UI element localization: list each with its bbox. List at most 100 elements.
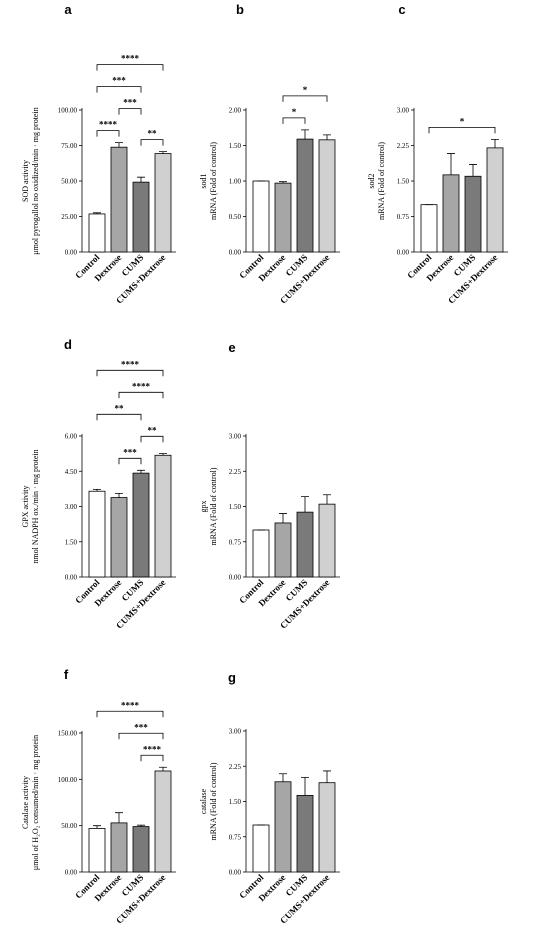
significance-bracket [118, 457, 142, 465]
bar [132, 472, 150, 578]
y-tick-label: 3.00 [65, 503, 78, 511]
y-axis-label: mRNA (Fold of control) [377, 142, 386, 220]
bar [486, 147, 504, 253]
y-tick-label: 0.00 [397, 249, 410, 257]
significance-bracket [140, 139, 164, 146]
y-tick-label: 6.00 [65, 433, 78, 441]
error-bar [159, 453, 167, 456]
significance-bracket [96, 86, 142, 93]
y-tick-label: 100.00 [58, 107, 78, 115]
bar [442, 174, 460, 253]
y-tick-label: 3.00 [229, 433, 242, 441]
significance-label: * [460, 116, 465, 126]
y-tick-label: 0.00 [65, 869, 78, 877]
bar [296, 138, 314, 253]
y-tick-label: 1.50 [229, 142, 242, 150]
significance-label: **** [143, 744, 162, 754]
significance-bracket [140, 754, 164, 762]
bar [252, 529, 270, 578]
significance-label: *** [123, 447, 137, 457]
y-tick-label: 3.00 [229, 728, 242, 736]
bar [296, 794, 314, 873]
error-bar [115, 812, 123, 823]
bar [88, 490, 106, 578]
bar [252, 824, 270, 873]
y-tick-label: 1.50 [229, 798, 242, 806]
y-axis-label: SOD activity [21, 160, 30, 202]
error-bar [279, 181, 287, 184]
error-bar [137, 176, 145, 183]
significance-label: **** [121, 54, 140, 64]
y-tick-label: 25.00 [61, 213, 77, 221]
bar [274, 781, 292, 873]
y-tick-label: 0.75 [229, 538, 242, 546]
panel-label: g [228, 670, 236, 685]
panel-label: a [64, 2, 72, 17]
y-axis-label: catalase [199, 788, 208, 814]
y-tick-label: 1.50 [229, 503, 242, 511]
panel-label: b [236, 2, 244, 17]
significance-bracket [428, 126, 496, 134]
y-tick-label: 0.75 [397, 213, 410, 221]
y-tick-label: 0.00 [229, 574, 242, 582]
y-axis-label: GPX activity [21, 486, 30, 528]
y-axis-label: mRNA (Fold of control) [209, 467, 218, 545]
error-bar [469, 164, 477, 177]
bar [318, 139, 336, 253]
significance-bracket [96, 369, 164, 377]
bar [464, 175, 482, 253]
significance-label: *** [134, 722, 148, 732]
y-axis-label: μmol of H₂O₂ consumed/min · mg protein [31, 735, 40, 870]
significance-label: ** [148, 425, 158, 435]
y-axis-label: sod2 [367, 173, 376, 188]
panel-label: d [64, 337, 72, 352]
bar [132, 826, 150, 873]
error-bar [115, 142, 123, 148]
error-bar [279, 773, 287, 782]
y-axis-label: gpx [199, 501, 208, 513]
significance-bracket [96, 64, 164, 71]
bar [154, 153, 172, 253]
bar [132, 181, 150, 253]
bar [88, 213, 106, 253]
significance-label: **** [121, 359, 140, 369]
y-tick-label: 150.00 [58, 730, 78, 738]
bar [110, 146, 128, 253]
y-tick-label: 2.25 [397, 142, 410, 150]
y-tick-label: 4.50 [65, 468, 78, 476]
y-tick-label: 1.50 [65, 538, 78, 546]
y-axis-label: Catalase activity [21, 776, 30, 829]
significance-label: **** [121, 700, 140, 710]
y-tick-label: 2.25 [229, 763, 242, 771]
y-axis-label: mRNA (Fold of control) [209, 142, 218, 220]
y-axis-label: mRNA (Fold of control) [209, 762, 218, 840]
y-axis-label: sod1 [199, 173, 208, 188]
error-bar [93, 825, 101, 829]
error-bar [301, 129, 309, 140]
bar [110, 497, 128, 578]
panel-label: f [64, 667, 69, 682]
error-bar [93, 212, 101, 214]
significance-bracket [96, 130, 120, 137]
y-tick-label: 0.00 [229, 249, 242, 257]
error-bar [301, 777, 309, 796]
bar [420, 204, 438, 253]
y-tick-label: 0.00 [229, 869, 242, 877]
bar [252, 180, 270, 253]
error-bar [301, 496, 309, 513]
error-bar [159, 151, 167, 154]
significance-bracket [140, 435, 164, 443]
significance-label: **** [99, 120, 118, 130]
y-tick-label: 50.00 [61, 178, 77, 186]
bar [296, 511, 314, 578]
y-tick-label: 3.00 [397, 107, 410, 115]
y-tick-label: 0.75 [229, 833, 242, 841]
bar [88, 828, 106, 873]
error-bar [137, 824, 145, 827]
panel-label: e [228, 340, 235, 355]
bar [318, 503, 336, 578]
significance-bracket [96, 413, 142, 421]
error-bar [323, 770, 331, 783]
significance-bracket [118, 108, 142, 115]
y-tick-label: 2.00 [229, 107, 242, 115]
